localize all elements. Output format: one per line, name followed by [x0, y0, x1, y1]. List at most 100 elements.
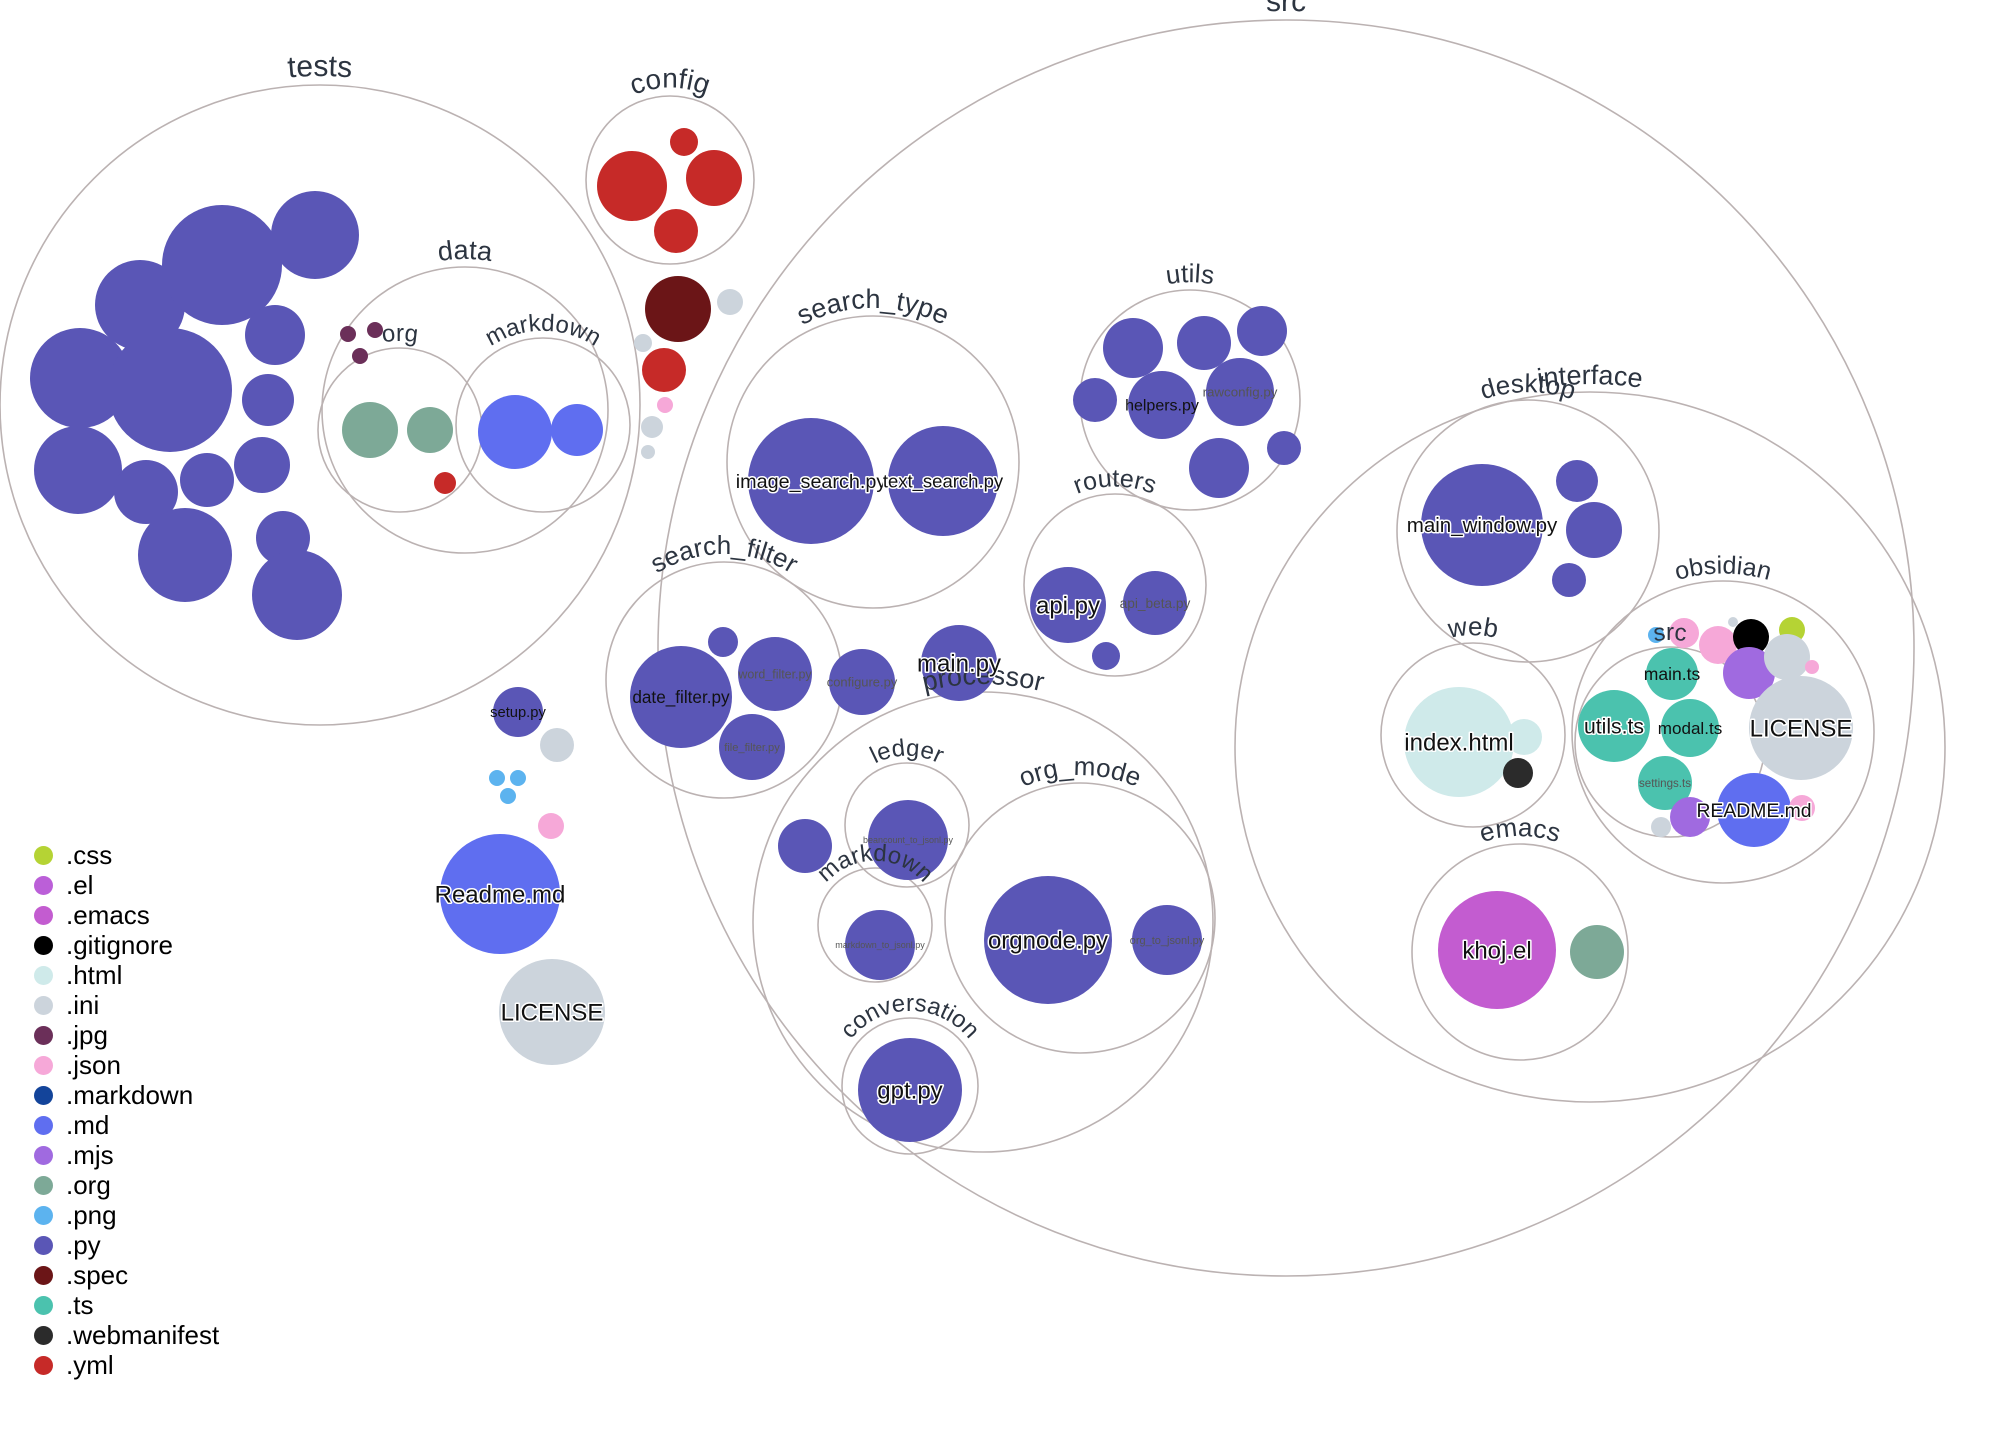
- file-circle[interactable]: [717, 289, 743, 315]
- file-circle[interactable]: [1421, 464, 1543, 586]
- file-circle[interactable]: [245, 305, 305, 365]
- file-circle[interactable]: [1661, 699, 1719, 757]
- file-circle[interactable]: [1438, 891, 1556, 1009]
- file-circle[interactable]: [1404, 687, 1514, 797]
- file-circle[interactable]: [708, 627, 738, 657]
- file-circle[interactable]: [1237, 306, 1287, 356]
- group-circle[interactable]: [0, 84, 641, 726]
- group-circle[interactable]: [817, 867, 933, 983]
- file-circle[interactable]: [888, 426, 998, 536]
- legend-item[interactable]: .el: [34, 870, 219, 900]
- file-circle[interactable]: [845, 910, 915, 980]
- file-circle[interactable]: [1646, 648, 1698, 700]
- file-circle[interactable]: [738, 637, 812, 711]
- file-circle[interactable]: [1206, 358, 1274, 426]
- file-circle[interactable]: [1566, 502, 1622, 558]
- file-circle[interactable]: [1552, 563, 1586, 597]
- legend-item[interactable]: .org: [34, 1170, 219, 1200]
- file-circle[interactable]: [1267, 431, 1301, 465]
- legend-item[interactable]: .css: [34, 840, 219, 870]
- legend-item[interactable]: .mjs: [34, 1140, 219, 1170]
- group-circle[interactable]: [1411, 843, 1629, 1061]
- file-circle[interactable]: [748, 418, 874, 544]
- file-circle[interactable]: [1123, 571, 1187, 635]
- file-circle[interactable]: [499, 959, 605, 1065]
- file-circle[interactable]: [34, 426, 122, 514]
- file-circle[interactable]: [645, 276, 711, 342]
- legend-item[interactable]: .md: [34, 1110, 219, 1140]
- legend-item[interactable]: .yml: [34, 1350, 219, 1380]
- file-circle[interactable]: [493, 687, 543, 737]
- file-circle[interactable]: [868, 800, 948, 880]
- file-circle[interactable]: [352, 348, 368, 364]
- file-circle[interactable]: [242, 374, 294, 426]
- file-circle[interactable]: [540, 728, 574, 762]
- file-circle[interactable]: [1805, 660, 1819, 674]
- file-circle[interactable]: [538, 813, 564, 839]
- group-circle[interactable]: [1571, 580, 1875, 884]
- group-circle[interactable]: [1023, 493, 1207, 677]
- file-circle[interactable]: [1556, 460, 1598, 502]
- legend-item[interactable]: .ini: [34, 990, 219, 1020]
- group-circle[interactable]: [585, 95, 755, 265]
- file-circle[interactable]: [1030, 567, 1106, 643]
- file-circle[interactable]: [641, 445, 655, 459]
- file-circle[interactable]: [1717, 773, 1791, 847]
- file-circle[interactable]: [500, 788, 516, 804]
- file-circle[interactable]: [1699, 626, 1737, 664]
- group-circle[interactable]: [844, 762, 970, 888]
- file-circle[interactable]: [367, 322, 383, 338]
- file-circle[interactable]: [1670, 797, 1710, 837]
- legend-item[interactable]: .emacs: [34, 900, 219, 930]
- file-circle[interactable]: [180, 453, 234, 507]
- file-circle[interactable]: [1177, 316, 1231, 370]
- file-circle[interactable]: [342, 402, 398, 458]
- file-circle[interactable]: [1728, 617, 1738, 627]
- file-circle[interactable]: [1503, 758, 1533, 788]
- file-circle[interactable]: [686, 150, 742, 206]
- group-circle[interactable]: [455, 337, 631, 513]
- file-circle[interactable]: [1669, 618, 1699, 648]
- file-circle[interactable]: [670, 128, 698, 156]
- file-circle[interactable]: [829, 649, 895, 715]
- file-circle[interactable]: [778, 819, 832, 873]
- file-circle[interactable]: [407, 407, 453, 453]
- file-circle[interactable]: [1651, 817, 1671, 837]
- file-circle[interactable]: [478, 395, 552, 469]
- group-circle[interactable]: [944, 782, 1216, 1054]
- file-circle[interactable]: [597, 151, 667, 221]
- legend-item[interactable]: .spec: [34, 1260, 219, 1290]
- file-circle[interactable]: [234, 437, 290, 493]
- file-circle[interactable]: [1638, 756, 1692, 810]
- file-circle[interactable]: [1648, 627, 1664, 643]
- group-circle[interactable]: [321, 266, 609, 554]
- legend-item[interactable]: .json: [34, 1050, 219, 1080]
- file-circle[interactable]: [114, 460, 178, 524]
- file-circle[interactable]: [657, 397, 673, 413]
- file-circle[interactable]: [1733, 619, 1769, 655]
- file-circle[interactable]: [630, 646, 732, 748]
- file-circle[interactable]: [95, 260, 185, 350]
- legend-item[interactable]: .ts: [34, 1290, 219, 1320]
- file-circle[interactable]: [654, 209, 698, 253]
- file-circle[interactable]: [440, 834, 560, 954]
- legend-item[interactable]: .webmanifest: [34, 1320, 219, 1350]
- file-circle[interactable]: [719, 714, 785, 780]
- file-circle[interactable]: [1570, 925, 1624, 979]
- file-circle[interactable]: [642, 348, 686, 392]
- legend-item[interactable]: .gitignore: [34, 930, 219, 960]
- file-circle[interactable]: [489, 770, 505, 786]
- file-circle[interactable]: [108, 328, 232, 452]
- legend-item[interactable]: .py: [34, 1230, 219, 1260]
- file-circle[interactable]: [634, 334, 652, 352]
- file-circle[interactable]: [434, 472, 456, 494]
- file-circle[interactable]: [921, 625, 997, 701]
- legend-item[interactable]: .html: [34, 960, 219, 990]
- legend-item[interactable]: .markdown: [34, 1080, 219, 1110]
- file-circle[interactable]: [1103, 318, 1163, 378]
- file-circle[interactable]: [1764, 634, 1810, 680]
- file-circle[interactable]: [1578, 690, 1650, 762]
- file-circle[interactable]: [1073, 378, 1117, 422]
- group-circle[interactable]: [841, 1017, 979, 1155]
- file-circle[interactable]: [252, 550, 342, 640]
